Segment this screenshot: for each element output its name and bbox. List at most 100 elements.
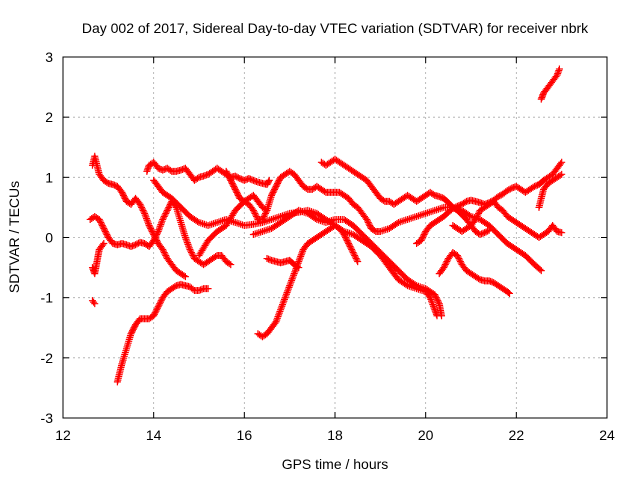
data-point xyxy=(342,235,350,243)
data-point xyxy=(433,206,441,214)
data-point xyxy=(265,176,273,184)
data-point xyxy=(311,214,319,222)
data-point xyxy=(102,229,110,237)
y-tick-label: -2 xyxy=(41,350,54,366)
data-point xyxy=(129,325,137,333)
data-point xyxy=(340,230,348,238)
data-point xyxy=(293,263,301,271)
data-point xyxy=(204,221,212,229)
data-point xyxy=(234,191,242,199)
data-point xyxy=(475,275,483,283)
data-point xyxy=(494,193,502,201)
data-point xyxy=(461,198,469,206)
data-point xyxy=(187,247,195,255)
data-point xyxy=(137,202,145,210)
data-point xyxy=(484,227,492,235)
data-point xyxy=(450,204,458,212)
data-point xyxy=(393,219,401,227)
data-point xyxy=(456,201,464,209)
data-point xyxy=(110,181,118,189)
data-point xyxy=(453,252,461,260)
data-point xyxy=(400,217,408,225)
y-tick-label: -1 xyxy=(41,290,54,306)
data-point xyxy=(274,178,282,186)
data-point xyxy=(233,173,241,181)
data-point xyxy=(506,185,514,193)
data-point xyxy=(265,255,273,263)
data-point xyxy=(184,240,192,248)
series-s13 xyxy=(317,155,493,238)
data-point xyxy=(479,229,487,237)
data-point xyxy=(210,220,218,228)
data-point xyxy=(278,302,286,310)
data-point xyxy=(235,220,243,228)
data-point xyxy=(274,179,282,187)
data-point xyxy=(273,316,281,324)
data-point xyxy=(155,226,163,234)
y-tick-label: 0 xyxy=(45,230,53,246)
data-point xyxy=(275,176,283,184)
data-point xyxy=(250,208,258,216)
data-point xyxy=(253,229,261,237)
grid xyxy=(63,57,607,418)
data-point xyxy=(380,226,388,234)
data-point xyxy=(99,223,107,231)
data-point xyxy=(153,306,161,314)
data-point xyxy=(200,220,208,228)
data-point xyxy=(252,212,260,220)
data-point xyxy=(476,199,484,207)
data-point xyxy=(411,281,419,289)
data-point xyxy=(286,282,294,290)
data-point xyxy=(302,184,310,192)
data-point xyxy=(370,226,378,234)
data-point xyxy=(402,216,410,224)
data-point xyxy=(345,240,353,248)
data-point xyxy=(475,209,483,217)
series-s8 xyxy=(195,191,271,260)
data-point xyxy=(268,215,276,223)
series-s18 xyxy=(537,65,563,103)
data-point xyxy=(157,297,165,305)
data-series xyxy=(86,65,566,386)
data-point xyxy=(127,243,135,251)
data-point xyxy=(138,205,146,213)
data-point xyxy=(227,178,235,186)
data-point xyxy=(154,303,162,311)
data-point xyxy=(280,297,288,305)
data-point xyxy=(162,252,170,260)
data-point xyxy=(200,172,208,180)
series-s16 xyxy=(449,197,566,241)
data-point xyxy=(281,294,289,302)
series-s17 xyxy=(535,170,566,211)
data-point xyxy=(434,297,442,305)
x-tick-label: 12 xyxy=(55,427,71,443)
series-s2 xyxy=(86,197,235,269)
data-point xyxy=(413,212,421,220)
data-point xyxy=(162,209,170,217)
data-point xyxy=(298,249,306,257)
y-tick-label: 2 xyxy=(45,109,53,125)
data-point xyxy=(297,251,305,259)
data-point xyxy=(124,241,132,249)
data-point xyxy=(427,208,435,216)
data-point xyxy=(147,226,155,234)
y-tick-label: 3 xyxy=(45,49,53,65)
data-point xyxy=(181,273,189,281)
data-point xyxy=(473,212,481,220)
series-s4 xyxy=(88,297,99,308)
data-point xyxy=(411,213,419,221)
data-point xyxy=(268,190,276,198)
data-point xyxy=(434,205,442,213)
data-point xyxy=(224,170,232,178)
data-point xyxy=(148,227,156,235)
data-point xyxy=(249,176,257,184)
data-point xyxy=(152,307,160,315)
data-point xyxy=(287,278,295,286)
data-point xyxy=(363,215,371,223)
data-point xyxy=(378,227,386,235)
data-point xyxy=(225,260,233,268)
data-point xyxy=(153,230,161,238)
data-point xyxy=(454,253,462,261)
data-point xyxy=(213,218,221,226)
data-point xyxy=(185,242,193,250)
